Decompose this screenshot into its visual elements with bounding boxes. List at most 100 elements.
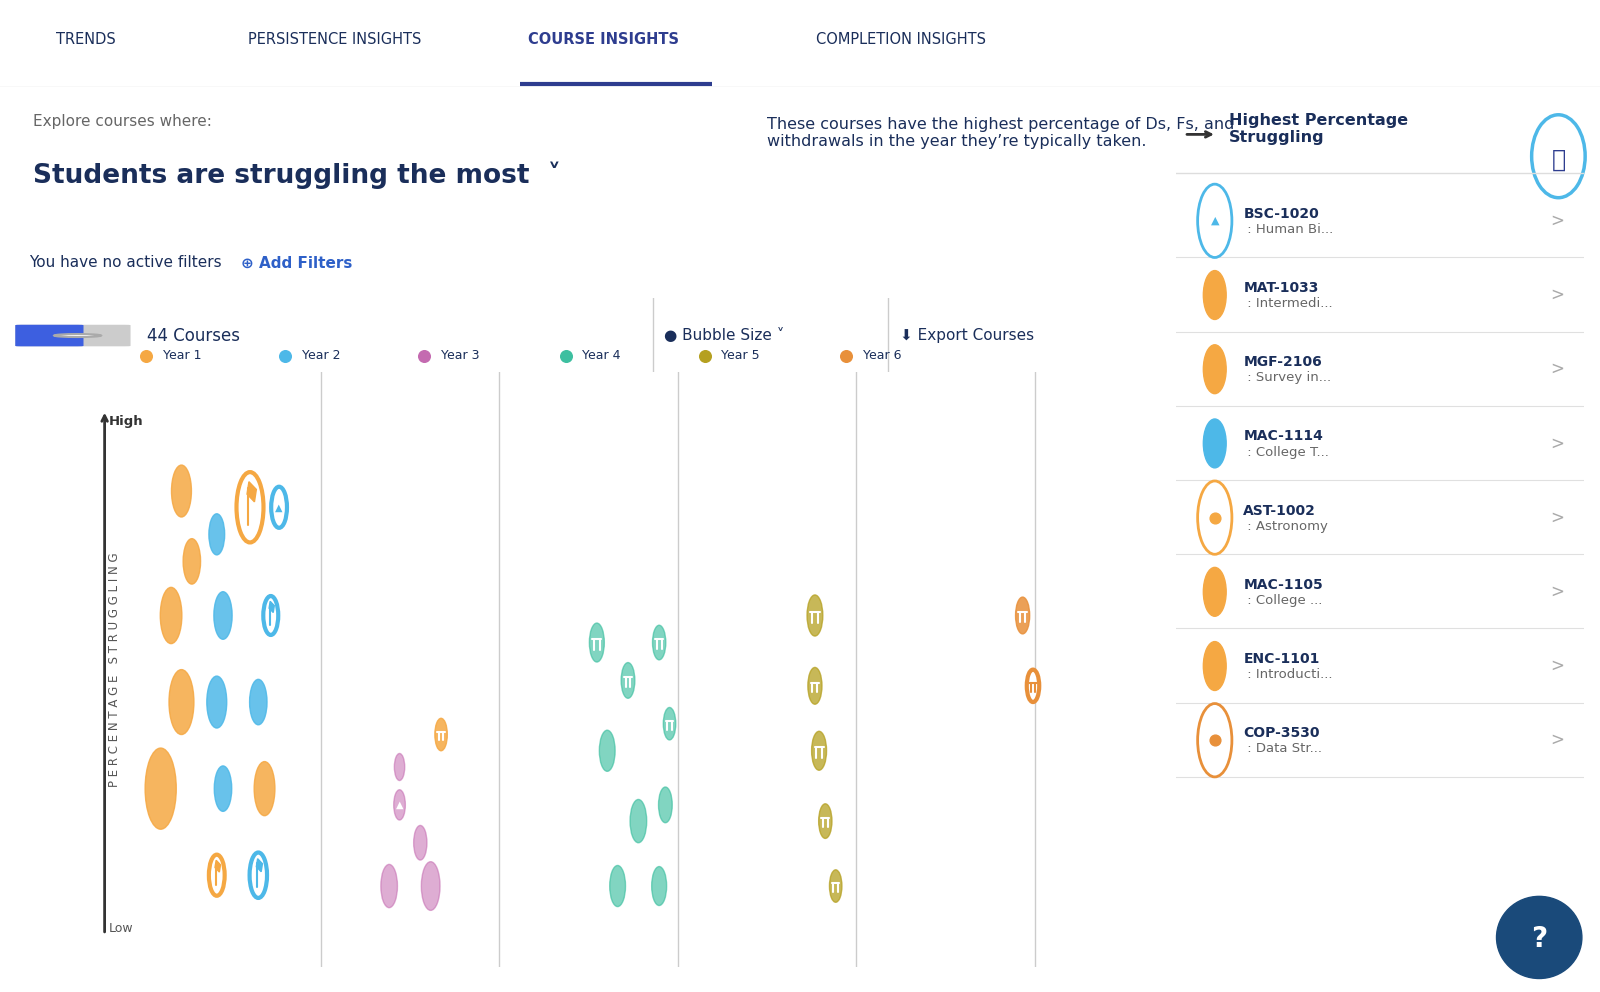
Text: : Data Str...: : Data Str... (1243, 742, 1322, 756)
FancyBboxPatch shape (16, 324, 131, 346)
Circle shape (1016, 597, 1030, 634)
Text: ● Bubble Size ˅: ● Bubble Size ˅ (664, 328, 786, 343)
Circle shape (264, 596, 278, 635)
Circle shape (182, 539, 200, 584)
Point (272, 348, 298, 364)
Text: >: > (1550, 731, 1565, 749)
Circle shape (214, 591, 232, 639)
Circle shape (250, 852, 267, 898)
Point (411, 348, 437, 364)
Text: Explore courses where:: Explore courses where: (34, 114, 213, 129)
Text: COP-3530: COP-3530 (1243, 726, 1320, 740)
Circle shape (210, 514, 224, 555)
Text: ▲: ▲ (1211, 216, 1219, 226)
Text: These courses have the highest percentage of Ds, Fs, and
withdrawals in the year: These courses have the highest percentag… (768, 117, 1235, 150)
Circle shape (237, 472, 264, 543)
Text: High: High (109, 416, 144, 429)
Text: Year 5: Year 5 (722, 349, 760, 362)
Circle shape (621, 663, 635, 698)
Text: : Human Bi...: : Human Bi... (1243, 223, 1333, 236)
Circle shape (653, 625, 666, 660)
Point (693, 348, 718, 364)
Text: Year 1: Year 1 (163, 349, 202, 362)
Text: PERSISTENCE INSIGHTS: PERSISTENCE INSIGHTS (248, 32, 421, 47)
Text: MAC-1114: MAC-1114 (1243, 430, 1323, 443)
Text: COURSE INSIGHTS: COURSE INSIGHTS (528, 32, 678, 47)
Text: >: > (1550, 509, 1565, 527)
Circle shape (1027, 670, 1040, 702)
Circle shape (808, 668, 822, 704)
Text: : College ...: : College ... (1243, 594, 1323, 607)
Circle shape (806, 595, 822, 636)
Circle shape (254, 762, 275, 815)
FancyArrow shape (256, 859, 262, 872)
Circle shape (1203, 271, 1226, 319)
Text: ▲: ▲ (395, 800, 403, 809)
FancyBboxPatch shape (16, 324, 83, 346)
Circle shape (414, 825, 427, 860)
Circle shape (214, 766, 232, 811)
Text: >: > (1550, 286, 1565, 304)
Circle shape (160, 587, 182, 644)
Text: COMPLETION INSIGHTS: COMPLETION INSIGHTS (816, 32, 986, 47)
Text: 44 Courses: 44 Courses (147, 326, 240, 344)
Circle shape (206, 677, 227, 728)
Text: MAC-1105: MAC-1105 (1243, 578, 1323, 592)
FancyArrow shape (214, 860, 221, 872)
Text: AST-1002: AST-1002 (1243, 504, 1317, 518)
Text: ⌕: ⌕ (1552, 148, 1565, 172)
Circle shape (210, 855, 224, 896)
Circle shape (171, 465, 192, 517)
Circle shape (54, 334, 101, 337)
Circle shape (1496, 897, 1582, 978)
Text: : Introducti...: : Introducti... (1243, 669, 1333, 682)
Text: MGF-2106: MGF-2106 (1243, 355, 1322, 369)
Text: ⬇ Export Courses: ⬇ Export Courses (899, 328, 1034, 343)
Circle shape (811, 731, 827, 770)
Text: >: > (1550, 212, 1565, 230)
Circle shape (1203, 567, 1226, 616)
Circle shape (630, 800, 646, 843)
Text: : Survey in...: : Survey in... (1243, 371, 1331, 385)
Text: ▲: ▲ (275, 502, 283, 512)
Circle shape (170, 670, 194, 734)
Text: Year 2: Year 2 (302, 349, 341, 362)
Text: : Astronomy: : Astronomy (1243, 520, 1328, 533)
Point (1202, 510, 1227, 526)
Point (834, 348, 859, 364)
Text: BSC-1020: BSC-1020 (1243, 207, 1318, 221)
Circle shape (435, 718, 448, 751)
Text: Highest Percentage
Struggling: Highest Percentage Struggling (1229, 113, 1408, 146)
Circle shape (589, 623, 605, 662)
Circle shape (610, 865, 626, 907)
Point (554, 348, 579, 364)
Circle shape (270, 487, 286, 528)
Circle shape (659, 787, 672, 822)
Circle shape (394, 754, 405, 781)
Circle shape (829, 870, 842, 903)
FancyArrow shape (246, 482, 256, 502)
Circle shape (1203, 345, 1226, 394)
Text: ?: ? (1531, 926, 1547, 953)
Text: >: > (1550, 360, 1565, 378)
Point (1202, 732, 1227, 748)
Text: Year 3: Year 3 (442, 349, 480, 362)
Circle shape (664, 707, 675, 740)
Circle shape (1203, 642, 1226, 690)
Text: : College T...: : College T... (1243, 445, 1330, 458)
Text: You have no active filters: You have no active filters (29, 255, 222, 271)
Text: >: > (1550, 583, 1565, 601)
Text: Year 6: Year 6 (862, 349, 901, 362)
Text: Low: Low (109, 922, 133, 934)
Circle shape (819, 804, 832, 838)
Circle shape (250, 680, 267, 725)
Circle shape (600, 730, 614, 772)
Circle shape (1203, 419, 1226, 468)
Circle shape (421, 862, 440, 911)
Circle shape (381, 864, 397, 908)
Point (133, 348, 158, 364)
Text: ENC-1101: ENC-1101 (1243, 652, 1320, 666)
Circle shape (651, 867, 667, 906)
FancyArrow shape (269, 601, 274, 612)
Circle shape (146, 748, 176, 829)
